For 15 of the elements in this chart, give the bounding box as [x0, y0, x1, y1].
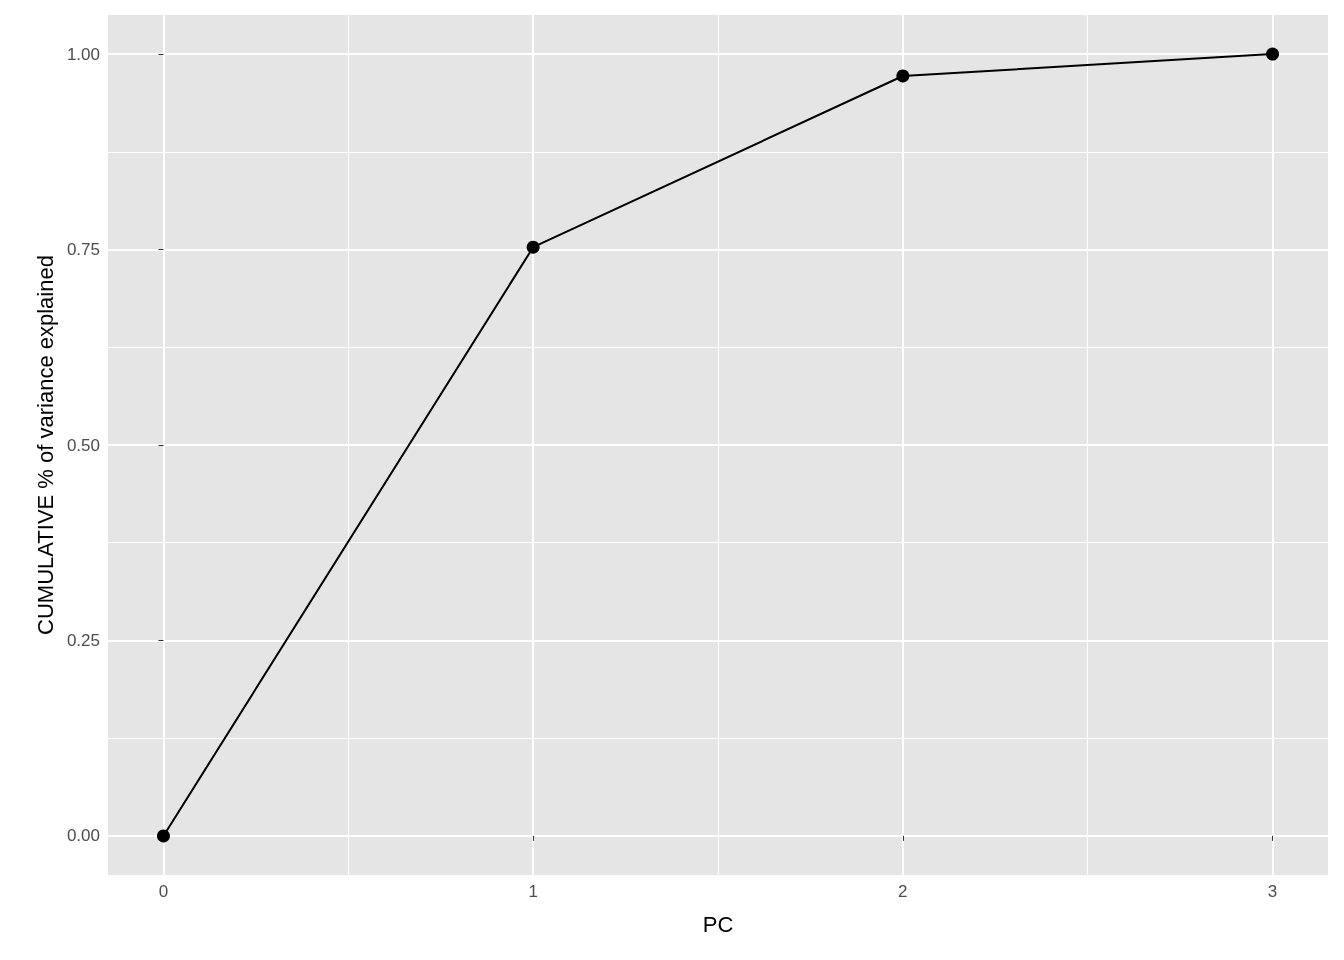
y-tick-label: 1.00 — [66, 44, 100, 64]
point — [1266, 47, 1280, 61]
x-tick-label: 3 — [1267, 882, 1278, 901]
y-axis-title: CUMULATIVE % of variance explained — [32, 255, 58, 635]
x-axis-title: PC — [702, 911, 734, 937]
x-tick-label: 1 — [528, 882, 538, 901]
point — [896, 69, 910, 83]
y-tick-label: 0.00 — [66, 826, 100, 846]
y-tick-label: 0.50 — [66, 435, 100, 455]
point — [526, 240, 540, 254]
y-tick-label: 0.25 — [66, 630, 100, 650]
point — [156, 829, 170, 843]
y-tick-label: 0.75 — [66, 240, 100, 260]
x-tick-label: 0 — [158, 882, 169, 901]
x-tick-label: 2 — [898, 882, 908, 901]
